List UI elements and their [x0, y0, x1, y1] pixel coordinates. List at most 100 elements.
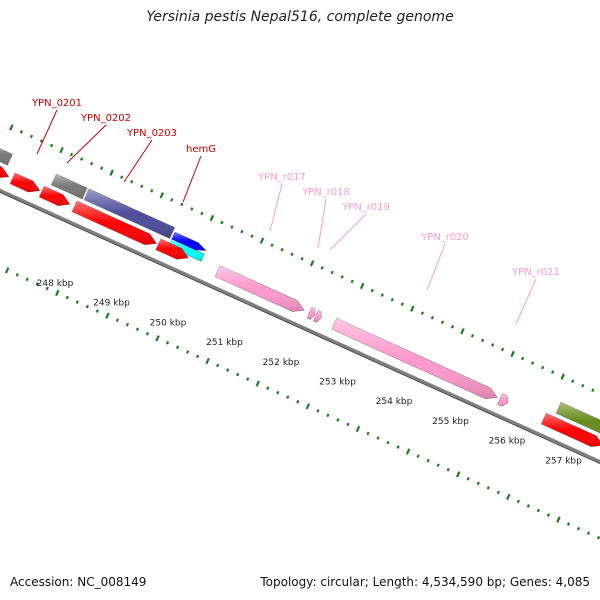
outer-tick-minor	[170, 198, 174, 202]
outer-tick-minor	[470, 334, 475, 338]
scale-label-251kbp: 251 kbp	[206, 338, 243, 348]
scale-label-250kbp: 250 kbp	[150, 318, 187, 328]
inner-tick-major	[556, 516, 561, 523]
outer-tick-minor	[400, 302, 404, 306]
outer-tick-minor	[350, 279, 354, 284]
inner-tick-minor	[486, 486, 490, 490]
inner-tick-minor	[586, 531, 591, 536]
inner-tick-minor	[336, 418, 340, 422]
rna-label-ypn-r019: YPN_r019	[341, 202, 390, 213]
inner-tick-minor	[376, 436, 380, 440]
inner-tick-minor	[65, 295, 69, 300]
inner-tick-minor	[416, 454, 420, 458]
cds-feature-red-d	[71, 200, 158, 246]
cds-feature-red-d-shine	[72, 200, 157, 245]
inner-tick-minor	[85, 304, 89, 309]
outer-tick-major	[360, 282, 365, 290]
outer-tick-minor	[450, 324, 455, 329]
cds-feature-cyan-shine	[168, 239, 205, 262]
cds-feature-gray-b	[50, 173, 88, 200]
outer-tick-minor	[220, 220, 224, 225]
outer-tick-minor	[250, 234, 254, 238]
outer-tick-minor	[49, 143, 54, 148]
inner-tick-minor	[426, 458, 430, 463]
rna-label-ypn-r021-leader	[515, 278, 537, 325]
scale-label-248kbp: 248 kbp	[37, 279, 74, 289]
cds-feature-gray-b-shine	[51, 174, 88, 199]
outer-tick-minor	[150, 189, 154, 193]
inner-tick-minor	[386, 440, 390, 445]
outer-tick-minor	[240, 229, 244, 234]
inner-tick-minor	[165, 341, 170, 345]
rna-feature-r018	[306, 306, 316, 320]
inner-tick-minor	[216, 363, 220, 368]
rna-label-ypn-r021: YPN_r021	[511, 267, 560, 278]
outer-tick-minor	[420, 311, 425, 316]
backbone-track	[0, 188, 600, 465]
outer-tick-minor	[79, 157, 84, 161]
outer-tick-major	[9, 124, 14, 131]
inner-tick-minor	[596, 535, 600, 540]
outer-tick-minor	[39, 139, 44, 143]
rna-label-ypn-r018-leader	[317, 198, 327, 249]
rna-label-ypn-r019-leader	[329, 213, 367, 251]
scale-label-255kbp: 255 kbp	[432, 417, 469, 427]
inner-tick-major	[205, 357, 210, 365]
cds-feature-purple	[83, 188, 176, 240]
inner-tick-minor	[566, 522, 571, 526]
rna-label-ypn-r018: YPN_r018	[301, 187, 350, 198]
cds-feature-cyan	[167, 238, 205, 262]
cds-feature-red-e-shine	[155, 238, 189, 260]
outer-tick-major	[259, 237, 265, 244]
outer-tick-major	[159, 192, 165, 199]
outer-tick-minor	[230, 225, 234, 229]
inner-tick-minor	[536, 508, 541, 513]
outer-tick-minor	[551, 370, 555, 374]
inner-tick-minor	[246, 377, 250, 381]
outer-tick-minor	[290, 252, 294, 257]
cds-feature-red-f-shine	[541, 413, 600, 447]
cds-feature-blue-shine	[171, 232, 206, 251]
backbone-line	[0, 188, 600, 464]
outer-tick-minor	[370, 288, 374, 293]
label-leaders	[36, 109, 537, 325]
inner-tick-major	[405, 448, 411, 455]
cds-feature-red-c	[38, 185, 71, 207]
scale-label-257kbp: 257 kbp	[545, 456, 582, 466]
outer-tick-minor	[270, 243, 274, 248]
cds-feature-red-c-shine	[39, 186, 70, 206]
gene-label-hemg-leader	[182, 155, 202, 203]
outer-tick-major	[560, 373, 565, 380]
rna-feature-r020-shine	[331, 318, 498, 399]
inner-tick-minor	[286, 395, 290, 400]
inner-tick-minor	[346, 422, 350, 427]
inner-tick-minor	[175, 345, 180, 350]
inner-tick-minor	[236, 372, 240, 377]
inner-tick-minor	[576, 526, 581, 531]
gene-label-ypn_0203-leader	[123, 139, 153, 183]
inner-tick-minor	[25, 277, 29, 282]
map-title: Yersinia pestis Nepal516, complete genom…	[146, 9, 454, 25]
inner-tick-major	[355, 425, 361, 433]
outer-tick-major	[109, 169, 114, 176]
outer-tick-minor	[571, 379, 575, 383]
cds-feature-red-a	[0, 165, 10, 179]
outer-tick-minor	[440, 320, 445, 325]
outer-tick-minor	[190, 207, 194, 211]
outer-tick-minor	[490, 343, 495, 347]
inner-tick-minor	[326, 413, 330, 418]
outer-tick-minor	[330, 270, 334, 275]
inner-tick-minor	[95, 309, 99, 313]
backbone-shadow	[0, 190, 600, 465]
inner-tick-minor	[185, 350, 190, 354]
outer-tick-major	[410, 305, 415, 312]
inner-tick-minor	[226, 368, 230, 372]
scale-label-249kbp: 249 kbp	[93, 299, 130, 309]
cds-feature-red-b	[9, 172, 41, 193]
inner-tick-minor	[75, 300, 79, 304]
inner-tick-minor	[35, 282, 39, 286]
inner-tick-minor	[316, 408, 320, 413]
inner-tick-major	[4, 267, 10, 274]
gene-label-ypn_0203: YPN_0203	[126, 128, 177, 139]
